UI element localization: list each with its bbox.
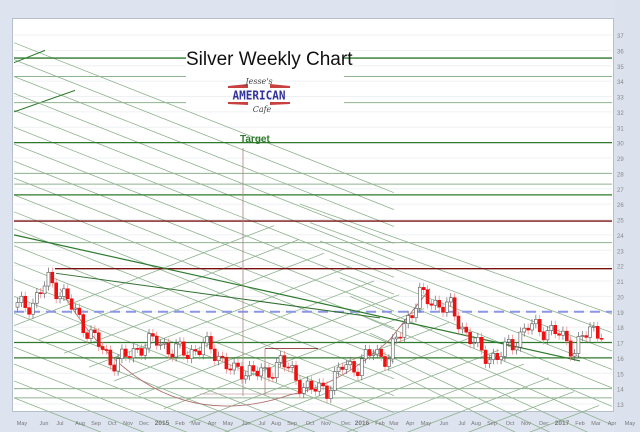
x-tick-label: Aug (75, 421, 85, 427)
x-tick-label: Sep (91, 421, 101, 427)
y-axis-labels: 37 36 35 34 33 32 31 30 29 28 27 26 25 24 23 22 21 20 19 18… (617, 34, 624, 409)
x-tick-label: Nov (321, 421, 331, 427)
y-tick-label: 24 (617, 234, 624, 240)
x-tick-label: Apr (608, 421, 617, 427)
y-tick-label: 36 (617, 49, 624, 55)
x-tick-label: Apr (208, 421, 217, 427)
candlesticks (15, 267, 604, 404)
x-tick-label: Aug (271, 421, 281, 427)
x-tick-label: Feb (575, 421, 584, 427)
x-tick-label: Jun (40, 421, 49, 427)
x-tick-label: Oct (306, 421, 315, 427)
y-tick-label: 13 (617, 403, 624, 409)
x-tick-label: Oct (506, 421, 515, 427)
x-tick-label: Jul (258, 421, 265, 427)
y-tick-label: 20 (617, 295, 624, 301)
y-tick-label: 15 (617, 372, 624, 378)
x-tick-label: Aug (471, 421, 481, 427)
x-tick-label: Feb (375, 421, 384, 427)
y-tick-label: 30 (617, 142, 624, 148)
x-tick-label: Jun (242, 421, 251, 427)
x-tick-label: Jul (56, 421, 63, 427)
x-tick-label: Oct (108, 421, 117, 427)
y-tick-label: 14 (617, 388, 624, 394)
y-tick-label: 23 (617, 249, 624, 255)
price-axis (614, 0, 640, 432)
y-tick-label: 32 (617, 111, 624, 117)
y-tick-label: 25 (617, 219, 624, 225)
x-tick-label: Nov (521, 421, 531, 427)
x-tick-label: Apr (406, 421, 415, 427)
y-tick-label: 21 (617, 280, 624, 286)
x-tick-label: Dec (539, 421, 549, 427)
x-tick-label: Jul (458, 421, 465, 427)
chart-title: Silver Weekly Chart (186, 49, 353, 70)
y-tick-label: 34 (617, 80, 624, 86)
x-tick-label: Dec (139, 421, 149, 427)
y-tick-label: 18 (617, 326, 624, 332)
logo-graphic: Jesse's AMERICAN Cafe (228, 77, 290, 114)
y-tick-label: 33 (617, 96, 624, 102)
x-tick-label: May (17, 421, 28, 427)
title-background (186, 47, 344, 73)
x-tick-label: Sep (487, 421, 497, 427)
x-tick-label: May (223, 421, 234, 427)
target-label: Target (240, 134, 270, 145)
x-axis-labels: May Jun Jul Aug Sep Oct Nov Dec 2015 Feb Mar Apr May… (17, 420, 636, 427)
x-tick-label: 2017 (555, 420, 570, 427)
x-tick-label: Nov (123, 421, 133, 427)
y-tick-label: 29 (617, 157, 624, 163)
x-tick-label: Mar (191, 421, 201, 427)
y-tick-label: 17 (617, 342, 624, 348)
x-tick-label: May (421, 421, 432, 427)
y-tick-label: 28 (617, 172, 624, 178)
svg-text:Jesse's: Jesse's (243, 77, 272, 86)
x-tick-label: May (625, 421, 636, 427)
y-tick-label: 16 (617, 357, 624, 363)
svg-text:AMERICAN: AMERICAN (233, 88, 286, 103)
americain-cafe-logo: Jesse's AMERICAN Cafe (226, 74, 292, 114)
x-tick-label: Mar (591, 421, 601, 427)
y-tick-label: 19 (617, 311, 624, 317)
x-tick-label: 2016 (355, 420, 370, 427)
x-tick-label: Jun (440, 421, 449, 427)
y-tick-label: 35 (617, 65, 624, 71)
y-tick-label: 26 (617, 203, 624, 209)
x-tick-label: Mar (389, 421, 399, 427)
svg-text:Cafe: Cafe (253, 105, 272, 114)
x-tick-label: Sep (287, 421, 297, 427)
y-tick-label: 31 (617, 126, 624, 132)
x-tick-label: Dec (341, 421, 351, 427)
x-tick-label: Feb (175, 421, 184, 427)
y-tick-label: 27 (617, 188, 624, 194)
y-tick-label: 37 (617, 34, 624, 40)
y-tick-label: 22 (617, 265, 624, 271)
x-tick-label: 2015 (155, 420, 170, 427)
